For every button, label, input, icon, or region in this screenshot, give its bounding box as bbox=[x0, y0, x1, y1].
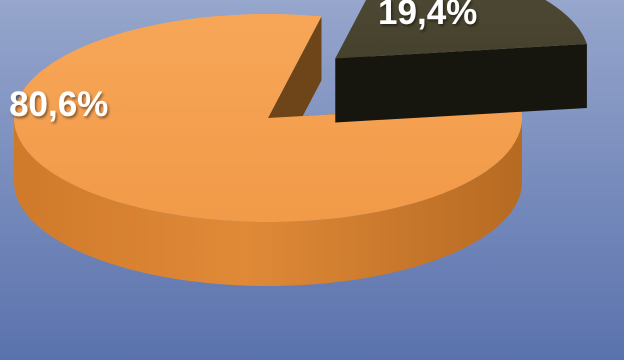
slice-top-face bbox=[335, 0, 587, 59]
slice-top-face bbox=[14, 13, 523, 223]
slice-side-face bbox=[14, 118, 522, 286]
pie-slice bbox=[14, 13, 523, 286]
slice-cut-face bbox=[335, 44, 587, 123]
slice-label: 80,6% bbox=[9, 85, 108, 124]
slice-label: 19,4% bbox=[378, 0, 477, 32]
pie-slice bbox=[335, 0, 587, 123]
